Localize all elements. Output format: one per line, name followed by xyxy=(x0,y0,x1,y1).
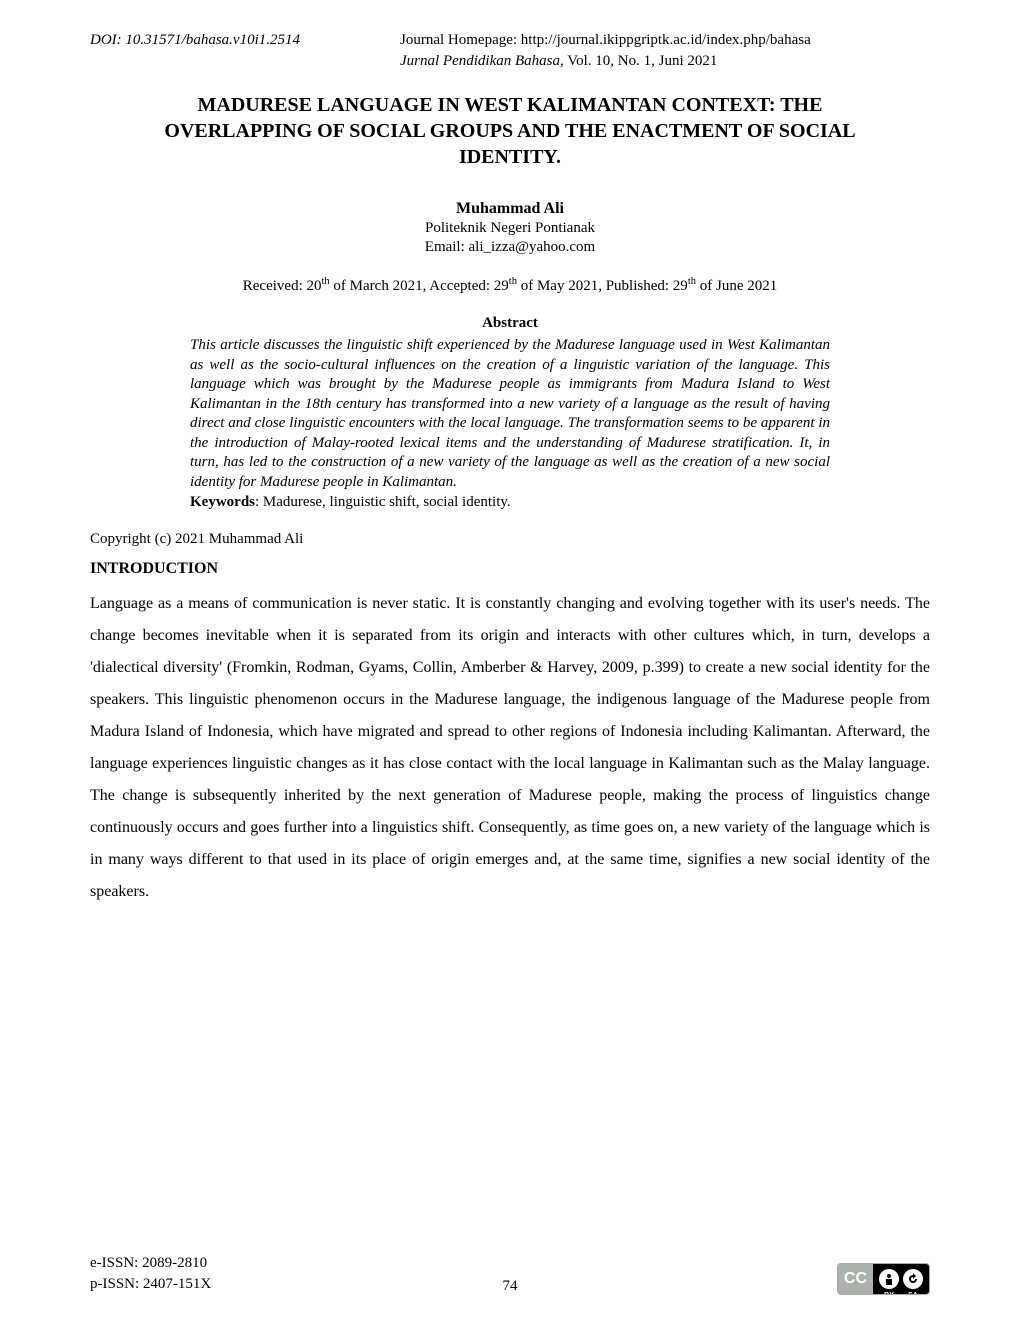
author-email: Email: ali_izza@yahoo.com xyxy=(90,239,930,256)
page-number: 74 xyxy=(503,1278,518,1295)
section-heading-introduction: INTRODUCTION xyxy=(90,560,930,578)
article-dates: Received: 20th of March 2021, Accepted: … xyxy=(90,276,930,295)
journal-issue: Vol. 10, No. 1, Juni 2021 xyxy=(564,53,718,69)
issn-block: e-ISSN: 2089-2810 p-ISSN: 2407-151X xyxy=(90,1253,211,1295)
page-footer: e-ISSN: 2089-2810 p-ISSN: 2407-151X 74 C… xyxy=(90,1253,930,1295)
cc-badge-icon: CC BY SA xyxy=(837,1263,930,1295)
received-prefix: Received: 20 xyxy=(243,278,322,294)
abstract-heading: Abstract xyxy=(90,315,930,332)
cc-icons-block: BY SA xyxy=(873,1264,929,1294)
doi: DOI: 10.31571/bahasa.v10i1.2514 xyxy=(90,30,300,72)
journal-homepage: Journal Homepage: http://journal.ikippgr… xyxy=(400,30,930,51)
license-badge: CC BY SA xyxy=(837,1263,930,1295)
ordinal-th: th xyxy=(509,276,517,287)
article-title: MADURESE LANGUAGE IN WEST KALIMANTAN CON… xyxy=(130,92,890,170)
keywords-text: : Madurese, linguistic shift, social ide… xyxy=(255,494,511,510)
journal-name: Jurnal Pendidikan Bahasa, xyxy=(400,53,564,69)
keywords-label: Keywords xyxy=(190,494,255,510)
author-name: Muhammad Ali xyxy=(90,200,930,218)
by-icon: BY xyxy=(879,1269,899,1289)
journal-info-line: Jurnal Pendidikan Bahasa, Vol. 10, No. 1… xyxy=(400,51,930,72)
keywords-line: Keywords: Madurese, linguistic shift, so… xyxy=(190,494,830,511)
published-suffix: of June 2021 xyxy=(696,278,777,294)
cc-text: CC xyxy=(838,1264,873,1294)
e-issn: e-ISSN: 2089-2810 xyxy=(90,1253,211,1274)
journal-info-block: Journal Homepage: http://journal.ikippgr… xyxy=(300,30,930,72)
sa-label: SA xyxy=(908,1292,918,1295)
accepted-suffix: of May 2021, Published: 29 xyxy=(517,278,688,294)
abstract-body: This article discusses the linguistic sh… xyxy=(190,336,830,492)
author-affiliation: Politeknik Negeri Pontianak xyxy=(90,220,930,237)
sa-icon: SA xyxy=(903,1269,923,1289)
received-suffix: of March 2021, Accepted: 29 xyxy=(330,278,509,294)
body-paragraph: Language as a means of communication is … xyxy=(90,588,930,908)
copyright-line: Copyright (c) 2021 Muhammad Ali xyxy=(90,531,930,548)
page-header: DOI: 10.31571/bahasa.v10i1.2514 Journal … xyxy=(90,30,930,72)
by-label: BY xyxy=(884,1292,894,1295)
p-issn: p-ISSN: 2407-151X xyxy=(90,1274,211,1295)
ordinal-th: th xyxy=(322,276,330,287)
ordinal-th: th xyxy=(688,276,696,287)
